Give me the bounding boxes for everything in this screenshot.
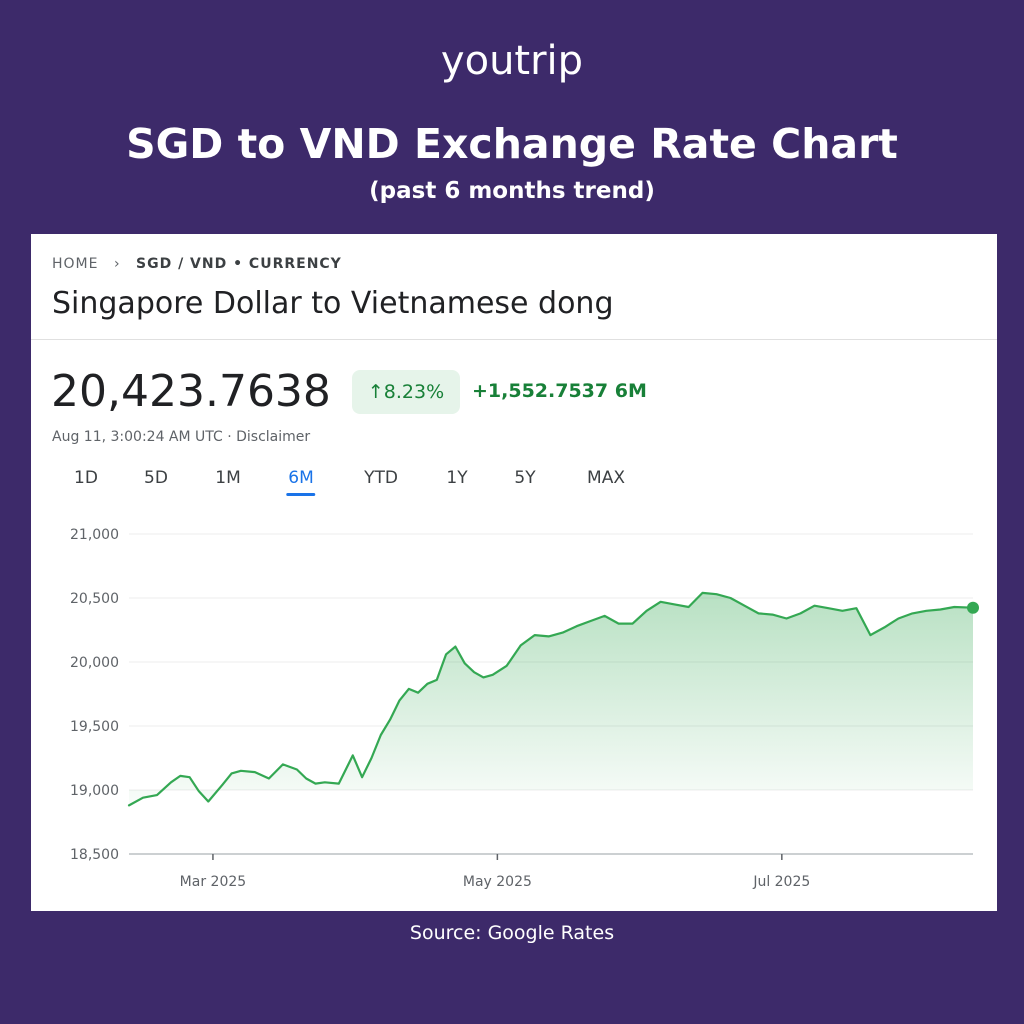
divider — [31, 339, 997, 340]
y-tick-label: 19,000 — [70, 783, 119, 799]
breadcrumb-home[interactable]: HOME — [52, 256, 99, 272]
tab-1m[interactable]: 1M — [215, 468, 241, 488]
rate-card: HOME › SGD / VND • CURRENCY Singapore Do… — [31, 234, 997, 911]
tab-max[interactable]: MAX — [587, 468, 625, 488]
series-area — [129, 592, 973, 806]
page-headline: SGD to VND Exchange Rate Chart — [126, 120, 898, 168]
exchange-rate-chart: 18,500 19,000 19,500 20,000 20,500 21,000 Mar … — [70, 527, 979, 890]
chevron-right-icon: › — [113, 256, 121, 272]
quote-timestamp: Aug 11, 3:00:24 AM UTC · Disclaimer — [52, 429, 311, 445]
change-absolute: +1,552.7537 6M — [472, 380, 647, 402]
x-tick-label: Jul 2025 — [752, 874, 810, 890]
current-price: 20,423.7638 — [51, 366, 331, 417]
y-tick-label: 20,500 — [70, 591, 119, 607]
tab-1y[interactable]: 1Y — [446, 468, 468, 488]
y-tick-label: 20,000 — [70, 655, 119, 671]
x-tick-label: May 2025 — [463, 874, 532, 890]
latest-point — [967, 601, 979, 614]
pair-title: Singapore Dollar to Vietnamese dong — [52, 286, 614, 321]
x-tick-label: Mar 2025 — [180, 874, 247, 890]
tab-1d[interactable]: 1D — [74, 468, 98, 488]
y-tick-label: 21,000 — [70, 527, 119, 543]
tab-6m[interactable]: 6M — [286, 468, 317, 496]
range-tabs: 1D 5D 1M 6M YTD 1Y 5Y MAX — [31, 464, 731, 500]
youtrip-logo: youtrip — [440, 38, 584, 84]
y-tick-label: 19,500 — [70, 719, 119, 735]
tab-5d[interactable]: 5D — [144, 468, 168, 488]
page-subheadline: (past 6 months trend) — [369, 178, 655, 204]
change-percent-badge: ↑8.23% — [352, 370, 460, 414]
source-note: Source: Google Rates — [409, 922, 615, 944]
y-tick-label: 18,500 — [70, 847, 119, 863]
series-line — [127, 591, 975, 807]
breadcrumb-current: SGD / VND • CURRENCY — [136, 256, 342, 272]
breadcrumb: HOME › SGD / VND • CURRENCY — [52, 256, 342, 272]
tab-ytd[interactable]: YTD — [364, 468, 398, 488]
tab-5y[interactable]: 5Y — [514, 468, 536, 488]
arrow-up-icon: ↑ — [367, 381, 384, 403]
change-percent: 8.23% — [383, 381, 445, 403]
